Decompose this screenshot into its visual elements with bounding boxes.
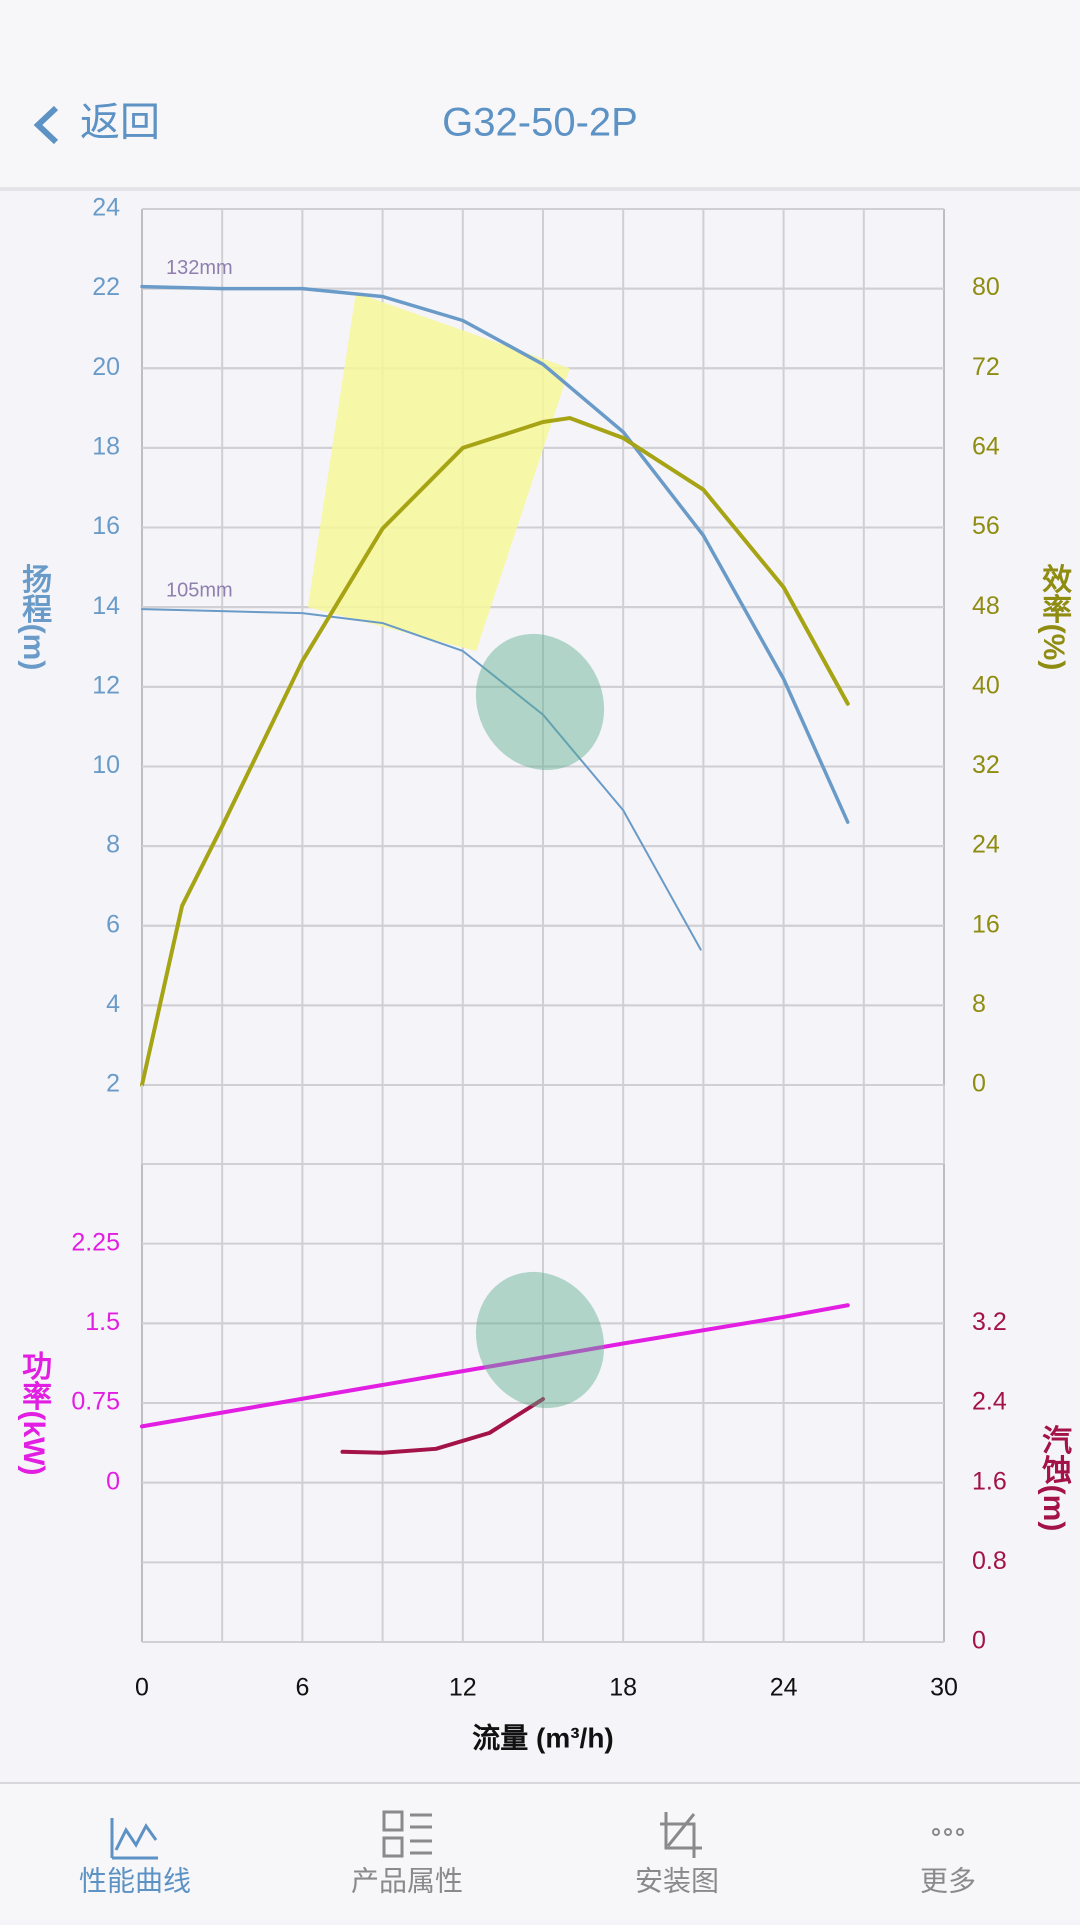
y2-tick-label: 0 (972, 1070, 986, 1098)
y2-tick-label: 72 (972, 353, 1000, 381)
tab-icon (110, 1818, 158, 1860)
chart: 2468101214161820222408162432404856647280… (17, 194, 1073, 1754)
back-button[interactable]: 返回 (33, 101, 160, 145)
tab-label[interactable]: 产品属性 (351, 1865, 463, 1896)
y-tick-label: 18 (92, 433, 120, 461)
tab-icon (932, 1828, 964, 1836)
data-line (141, 608, 702, 951)
y-axis-title: 功率(kW) (17, 1351, 52, 1476)
watermark (475, 633, 605, 771)
watermark (475, 1271, 605, 1409)
y-tick-label: 8 (106, 831, 120, 859)
y-tick-label: 6 (106, 910, 120, 938)
y2-tick-label: 56 (972, 512, 1000, 540)
y2-tick-label: 24 (972, 831, 1000, 859)
tab-label[interactable]: 更多 (920, 1865, 976, 1896)
y2-tick-label: 8 (972, 990, 986, 1018)
y-tick-label: 0 (106, 1467, 120, 1495)
y2-tick-label: 80 (972, 273, 1000, 301)
y-tick-label: 10 (92, 751, 120, 779)
y2-tick-label: 0 (972, 1627, 986, 1655)
y-tick-label: 1.5 (85, 1308, 120, 1336)
header-shadow (0, 187, 1080, 191)
tab-bar (0, 1783, 1080, 1920)
x-tick-label: 6 (295, 1674, 309, 1702)
y2-tick-label: 64 (972, 433, 1000, 461)
y-tick-label: 20 (92, 353, 120, 381)
y-tick-label: 2 (106, 1070, 120, 1098)
y-axis-title: 扬程(m) (17, 564, 52, 671)
y2-tick-label: 48 (972, 592, 1000, 620)
data-line (140, 1303, 850, 1429)
header-bar (0, 0, 1080, 187)
y2-tick-label: 32 (972, 751, 1000, 779)
data-line (140, 284, 850, 824)
tab-label[interactable]: 性能曲线 (79, 1865, 191, 1896)
y-tick-label: 22 (92, 273, 120, 301)
x-tick-label: 24 (770, 1674, 798, 1702)
x-axis-title: 流量 (m³/h) (472, 1722, 614, 1753)
tab-divider (0, 1782, 1080, 1784)
x-tick-label: 0 (135, 1674, 149, 1702)
data-line (140, 416, 850, 1087)
y-tick-label: 12 (92, 671, 120, 699)
tab-label[interactable]: 安装图 (635, 1865, 719, 1896)
curve-label: 132mm (166, 257, 233, 279)
x-tick-label: 18 (609, 1674, 637, 1702)
x-tick-label: 12 (449, 1674, 477, 1702)
y-tick-label: 4 (106, 990, 120, 1018)
back-icon (33, 105, 59, 145)
y-tick-label: 16 (92, 512, 120, 540)
y2-tick-label: 1.6 (972, 1467, 1007, 1495)
y2-tick-label: 16 (972, 910, 1000, 938)
data-line (340, 1397, 545, 1455)
y2-axis-title: 汽蚀(m) (1037, 1425, 1073, 1532)
y2-tick-label: 2.4 (972, 1388, 1007, 1416)
curve-label: 105mm (166, 579, 233, 601)
y-tick-label: 2.25 (71, 1228, 120, 1256)
y-tick-label: 0.75 (71, 1388, 120, 1416)
back-text[interactable]: 返回 (80, 101, 160, 145)
y-tick-label: 14 (92, 592, 120, 620)
y2-axis-title: 效率(%) (1037, 564, 1072, 671)
y2-tick-label: 0.8 (972, 1547, 1007, 1575)
tab-icon (660, 1812, 702, 1858)
tab-icon (382, 1810, 432, 1858)
x-tick-label: 30 (930, 1674, 958, 1702)
page-title: G32-50-2P (442, 101, 638, 145)
y2-tick-label: 3.2 (972, 1308, 1007, 1336)
y2-tick-label: 40 (972, 671, 1000, 699)
y-tick-label: 24 (92, 194, 120, 222)
